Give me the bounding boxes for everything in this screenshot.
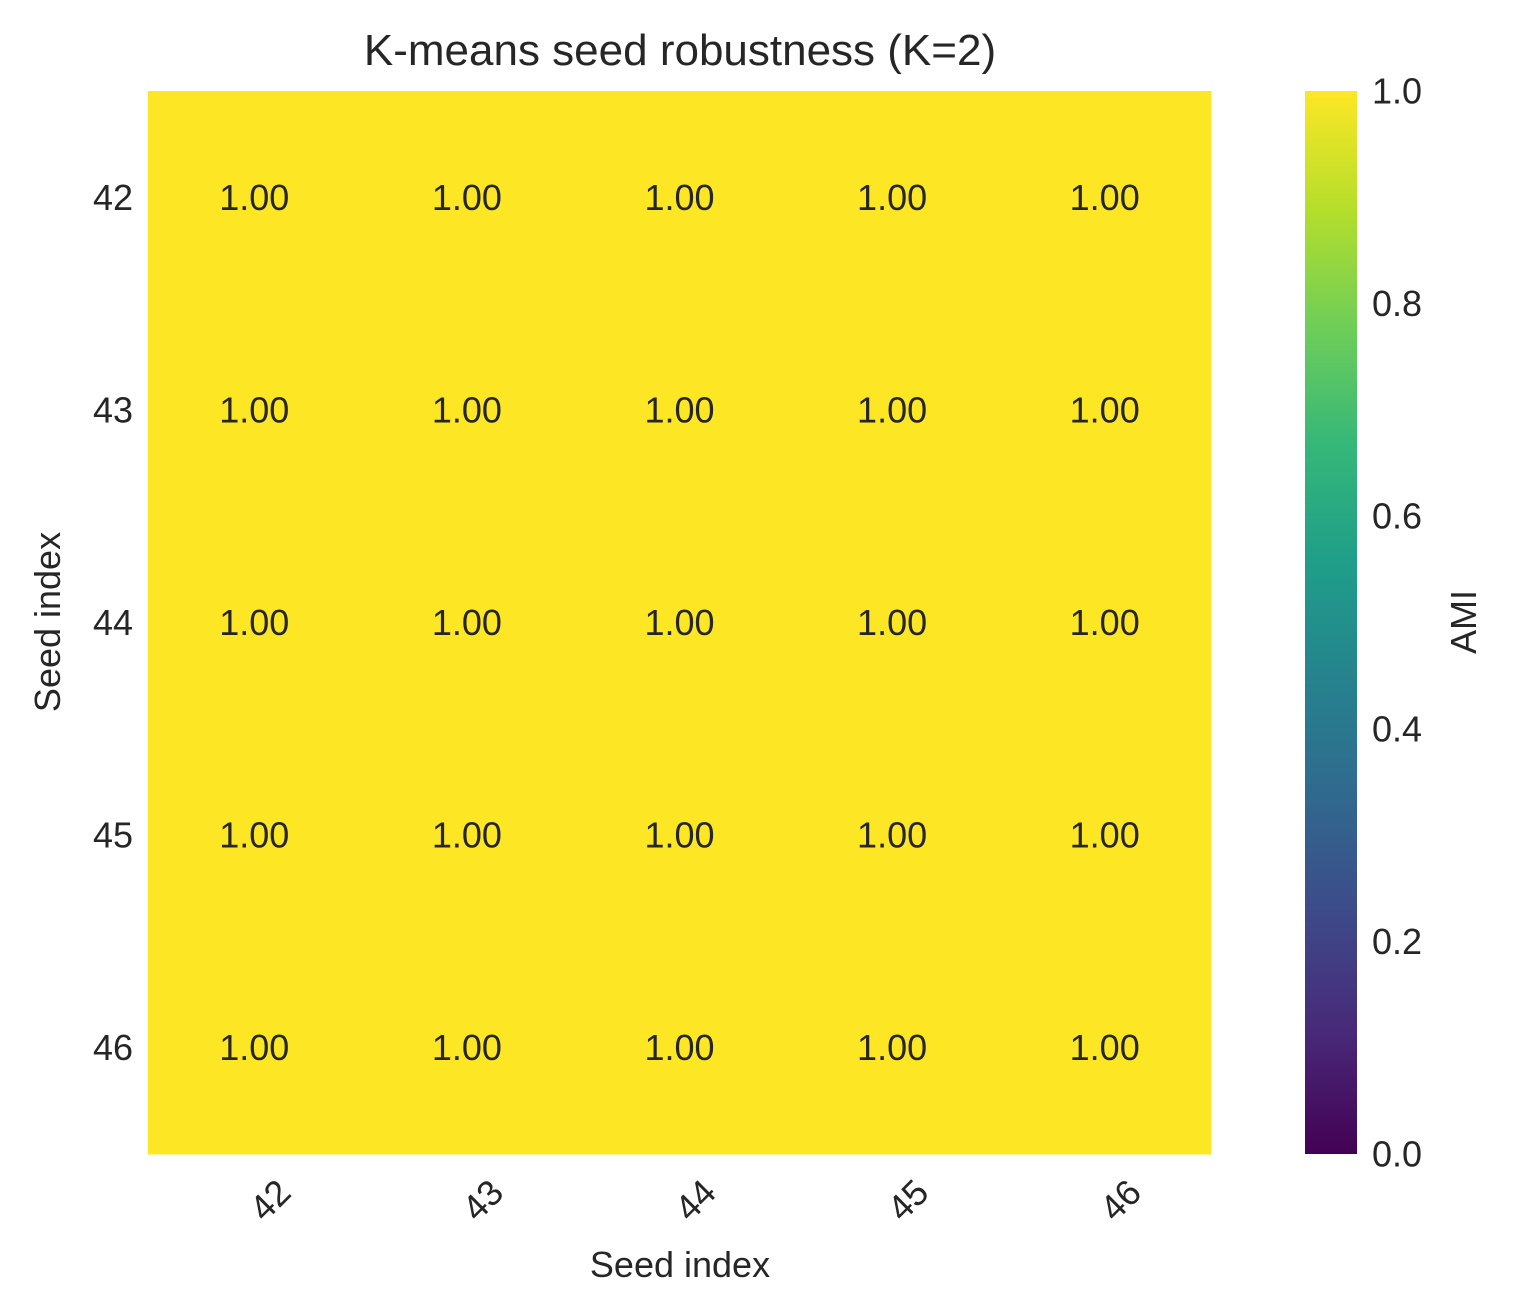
colorbar [1305,91,1357,1154]
cell-value-label: 1.00 [432,1027,502,1068]
cell-value-label: 1.00 [219,1027,289,1068]
heatmap-cell [998,941,1212,1155]
cell-value-label: 1.00 [1070,815,1140,856]
heatmap-cell [998,91,1212,305]
cell-value-label: 1.00 [644,177,714,218]
cell-value-label: 1.00 [644,815,714,856]
heatmap-cell [785,941,999,1155]
cell-value-label: 1.00 [644,1027,714,1068]
cell-value-labels: 1.00 1.00 1.00 1.00 1.00 1.00 1.00 1.00 1.00 1.00… [219,177,1139,1068]
heatmap-cell [360,941,574,1155]
cell-value-label: 1.00 [644,389,714,430]
y-tick-label: 43 [93,389,133,430]
x-tick-label: 45 [879,1171,936,1228]
colorbar-tick-labels: 0.0 0.2 0.4 0.6 0.8 1.0 [1372,71,1422,1175]
heatmap-cell [998,728,1212,942]
cell-value-label: 1.00 [857,815,927,856]
x-tick-label: 43 [454,1171,511,1228]
cell-value-label: 1.00 [644,602,714,643]
cell-value-label: 1.00 [432,177,502,218]
heatmap-cell [785,728,999,942]
heatmap-cell [573,728,787,942]
heatmap-cell [360,516,574,730]
heatmap-cell [148,303,362,517]
x-tick-label: 46 [1092,1171,1149,1228]
x-tick-labels: 42 43 44 45 46 [241,1171,1149,1228]
heatmap-cell [573,91,787,305]
colorbar-tick-label: 0.6 [1372,496,1422,537]
y-tick-label: 44 [93,602,133,643]
heatmap-cell [573,516,787,730]
cell-value-label: 1.00 [857,389,927,430]
cell-value-label: 1.00 [857,177,927,218]
chart-title: K-means seed robustness (K=2) [364,26,996,75]
cell-value-label: 1.00 [219,389,289,430]
cell-value-label: 1.00 [1070,602,1140,643]
heatmap-cell [360,728,574,942]
colorbar-label: AMI [1443,590,1484,654]
cell-value-label: 1.00 [219,177,289,218]
cell-value-label: 1.00 [219,602,289,643]
heatmap-cell [148,941,362,1155]
cell-value-label: 1.00 [432,602,502,643]
colorbar-tick-label: 0.4 [1372,708,1422,749]
cell-value-label: 1.00 [1070,177,1140,218]
y-axis-label: Seed index [27,532,68,712]
cell-value-label: 1.00 [1070,1027,1140,1068]
x-axis-label: Seed index [590,1244,770,1285]
cell-value-label: 1.00 [857,1027,927,1068]
colorbar-tick-label: 1.0 [1372,71,1422,112]
y-tick-label: 42 [93,177,133,218]
colorbar-tick-label: 0.2 [1372,921,1422,962]
cell-value-label: 1.00 [857,602,927,643]
cell-value-label: 1.00 [432,389,502,430]
colorbar-tick-label: 0.8 [1372,283,1422,324]
y-tick-labels: 42 43 44 45 46 [93,177,133,1068]
heatmap-cell [785,303,999,517]
heatmap-cells [148,91,1212,1155]
y-tick-label: 46 [93,1027,133,1068]
heatmap-cell [785,516,999,730]
x-tick-label: 44 [667,1171,724,1228]
heatmap-cell [148,91,362,305]
x-tick-label: 42 [241,1171,298,1228]
heatmap-cell [148,516,362,730]
cell-value-label: 1.00 [1070,389,1140,430]
heatmap-cell [998,516,1212,730]
colorbar-tick-label: 0.0 [1372,1134,1422,1175]
cell-value-label: 1.00 [432,815,502,856]
cell-value-label: 1.00 [219,815,289,856]
heatmap-cell [573,941,787,1155]
y-tick-label: 45 [93,815,133,856]
heatmap-cell [148,728,362,942]
heatmap-cell [785,91,999,305]
heatmap-cell [360,303,574,517]
heatmap-cell [998,303,1212,517]
heatmap-cell [360,91,574,305]
heatmap-cell [573,303,787,517]
